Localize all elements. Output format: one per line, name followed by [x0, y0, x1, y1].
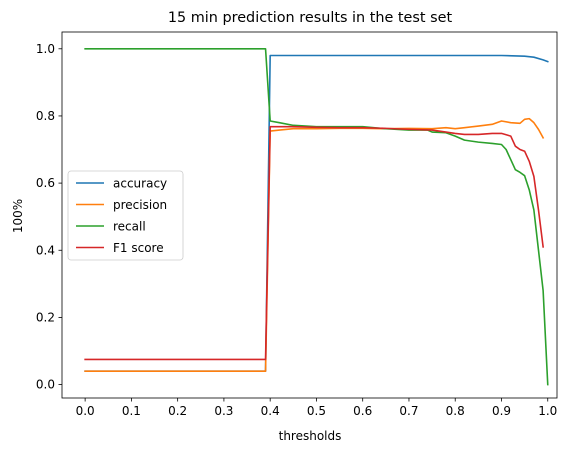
legend-label: F1 score — [113, 241, 164, 255]
series-line-recall — [84, 47, 549, 386]
y-tick-label: 1.0 — [36, 42, 55, 56]
axes: 0.0 0.1 0.2 0.3 0.4 0.5 0.6 0.7 0.8 0.9 1.0 0.0 0.2 0… — [36, 31, 558, 418]
x-tick-label: 0.4 — [261, 404, 280, 418]
axes-frame — [61, 31, 558, 399]
legend-box — [67, 170, 184, 261]
legend-label: accuracy — [113, 177, 167, 191]
x-tick-label: 0.0 — [76, 404, 95, 418]
x-tick-label: 0.7 — [399, 404, 418, 418]
x-axis-label: thresholds — [279, 429, 342, 443]
y-tick-label: 0.2 — [36, 310, 55, 324]
x-tick-label: 1.0 — [538, 404, 557, 418]
y-axis-label: 100% — [11, 199, 25, 233]
y-tick-label: 0.4 — [36, 243, 55, 257]
x-tick-label: 0.2 — [168, 404, 187, 418]
x-tick-label: 0.8 — [446, 404, 465, 418]
x-tick-label: 0.6 — [353, 404, 372, 418]
x-tick-label: 0.9 — [492, 404, 511, 418]
x-tick-label: 0.3 — [214, 404, 233, 418]
series-line-accuracy — [84, 54, 549, 372]
y-tick-label: 0.0 — [36, 378, 55, 392]
legend-label: recall — [113, 220, 146, 234]
legend-label: precision — [113, 198, 167, 212]
chart-title: 15 min prediction results in the test se… — [168, 10, 453, 26]
series-line-f1-score — [84, 125, 545, 361]
series-group — [84, 47, 549, 386]
y-tick-label: 0.8 — [36, 109, 55, 123]
x-tick-label: 0.5 — [307, 404, 326, 418]
legend: accuracy precision recall F1 score — [67, 170, 184, 261]
series-line-precision — [84, 117, 545, 372]
y-tick-label: 0.6 — [36, 176, 55, 190]
x-tick-label: 0.1 — [122, 404, 141, 418]
